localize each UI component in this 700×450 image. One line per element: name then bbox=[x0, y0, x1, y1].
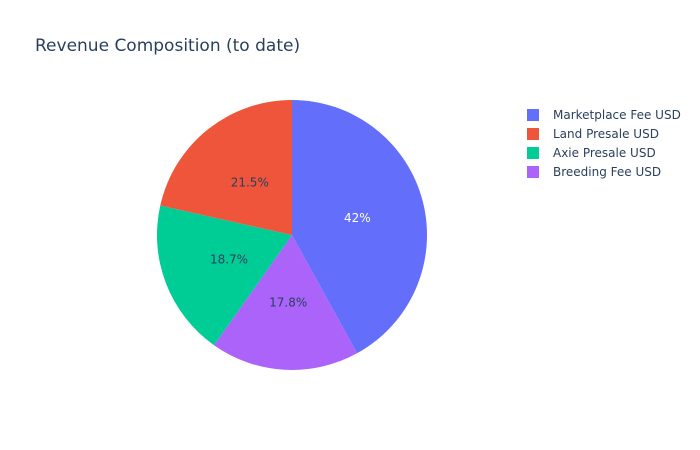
pie-label-breeding-fee-usd: 17.8% bbox=[269, 295, 307, 309]
pie-label-axie-presale-usd: 18.7% bbox=[210, 252, 248, 266]
pie-slices-group bbox=[156, 100, 427, 370]
pie-labels-group: 42% 17.8% 18.7% 21.5% bbox=[210, 175, 371, 309]
legend-swatch-axie-presale-usd bbox=[527, 147, 539, 159]
legend-item-land-presale-usd[interactable]: Land Presale USD bbox=[527, 127, 659, 141]
legend-swatch-land-presale-usd bbox=[527, 128, 539, 140]
legend-label-marketplace-fee-usd: Marketplace Fee USD bbox=[553, 108, 681, 122]
legend-item-marketplace-fee-usd[interactable]: Marketplace Fee USD bbox=[527, 108, 681, 122]
legend-label-land-presale-usd: Land Presale USD bbox=[553, 127, 659, 141]
legend-label-breeding-fee-usd: Breeding Fee USD bbox=[553, 165, 661, 179]
pie-label-land-presale-usd: 21.5% bbox=[231, 175, 269, 189]
legend-item-axie-presale-usd[interactable]: Axie Presale USD bbox=[527, 146, 656, 160]
pie-slice-breeding-fee-usd[interactable] bbox=[214, 235, 358, 370]
pie-label-marketplace-fee-usd: 42% bbox=[344, 211, 371, 225]
chart-title: Revenue Composition (to date) bbox=[35, 36, 300, 56]
legend-label-axie-presale-usd: Axie Presale USD bbox=[553, 146, 656, 160]
legend-item-breeding-fee-usd[interactable]: Breeding Fee USD bbox=[527, 165, 661, 179]
legend-swatch-marketplace-fee-usd bbox=[527, 109, 539, 121]
pie-slice-land-presale-usd[interactable] bbox=[160, 100, 292, 235]
legend-swatch-breeding-fee-usd bbox=[527, 166, 539, 178]
legend: Marketplace Fee USD Land Presale USD Axie … bbox=[527, 108, 681, 179]
pie-slice-axie-presale-usd[interactable] bbox=[156, 205, 292, 346]
pie-slice-marketplace-fee-usd[interactable] bbox=[292, 100, 427, 354]
